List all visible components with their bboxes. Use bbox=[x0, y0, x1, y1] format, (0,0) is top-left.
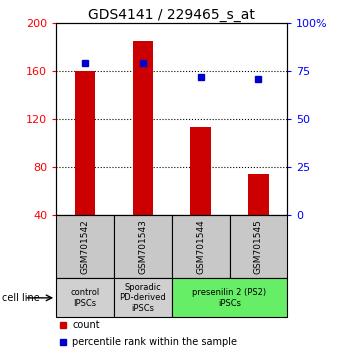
Bar bbox=[172, 279, 287, 317]
Bar bbox=[190, 127, 211, 215]
Bar bbox=[133, 41, 153, 215]
Text: presenilin 2 (PS2)
iPSCs: presenilin 2 (PS2) iPSCs bbox=[192, 288, 267, 308]
Text: cell line: cell line bbox=[2, 293, 39, 303]
Bar bbox=[114, 215, 172, 279]
Bar bbox=[75, 71, 95, 215]
Bar bbox=[230, 215, 287, 279]
Bar bbox=[172, 215, 230, 279]
Bar bbox=[56, 215, 114, 279]
Bar bbox=[56, 279, 114, 317]
Text: GSM701545: GSM701545 bbox=[254, 219, 263, 274]
Text: GSM701543: GSM701543 bbox=[138, 219, 147, 274]
Text: GSM701544: GSM701544 bbox=[196, 219, 205, 274]
Text: count: count bbox=[72, 320, 100, 330]
Text: Sporadic
PD-derived
iPSCs: Sporadic PD-derived iPSCs bbox=[119, 283, 166, 313]
Title: GDS4141 / 229465_s_at: GDS4141 / 229465_s_at bbox=[88, 8, 255, 22]
Text: GSM701542: GSM701542 bbox=[81, 219, 89, 274]
Text: control
IPSCs: control IPSCs bbox=[70, 288, 100, 308]
Bar bbox=[248, 174, 269, 215]
Bar bbox=[114, 279, 172, 317]
Text: percentile rank within the sample: percentile rank within the sample bbox=[72, 337, 237, 348]
